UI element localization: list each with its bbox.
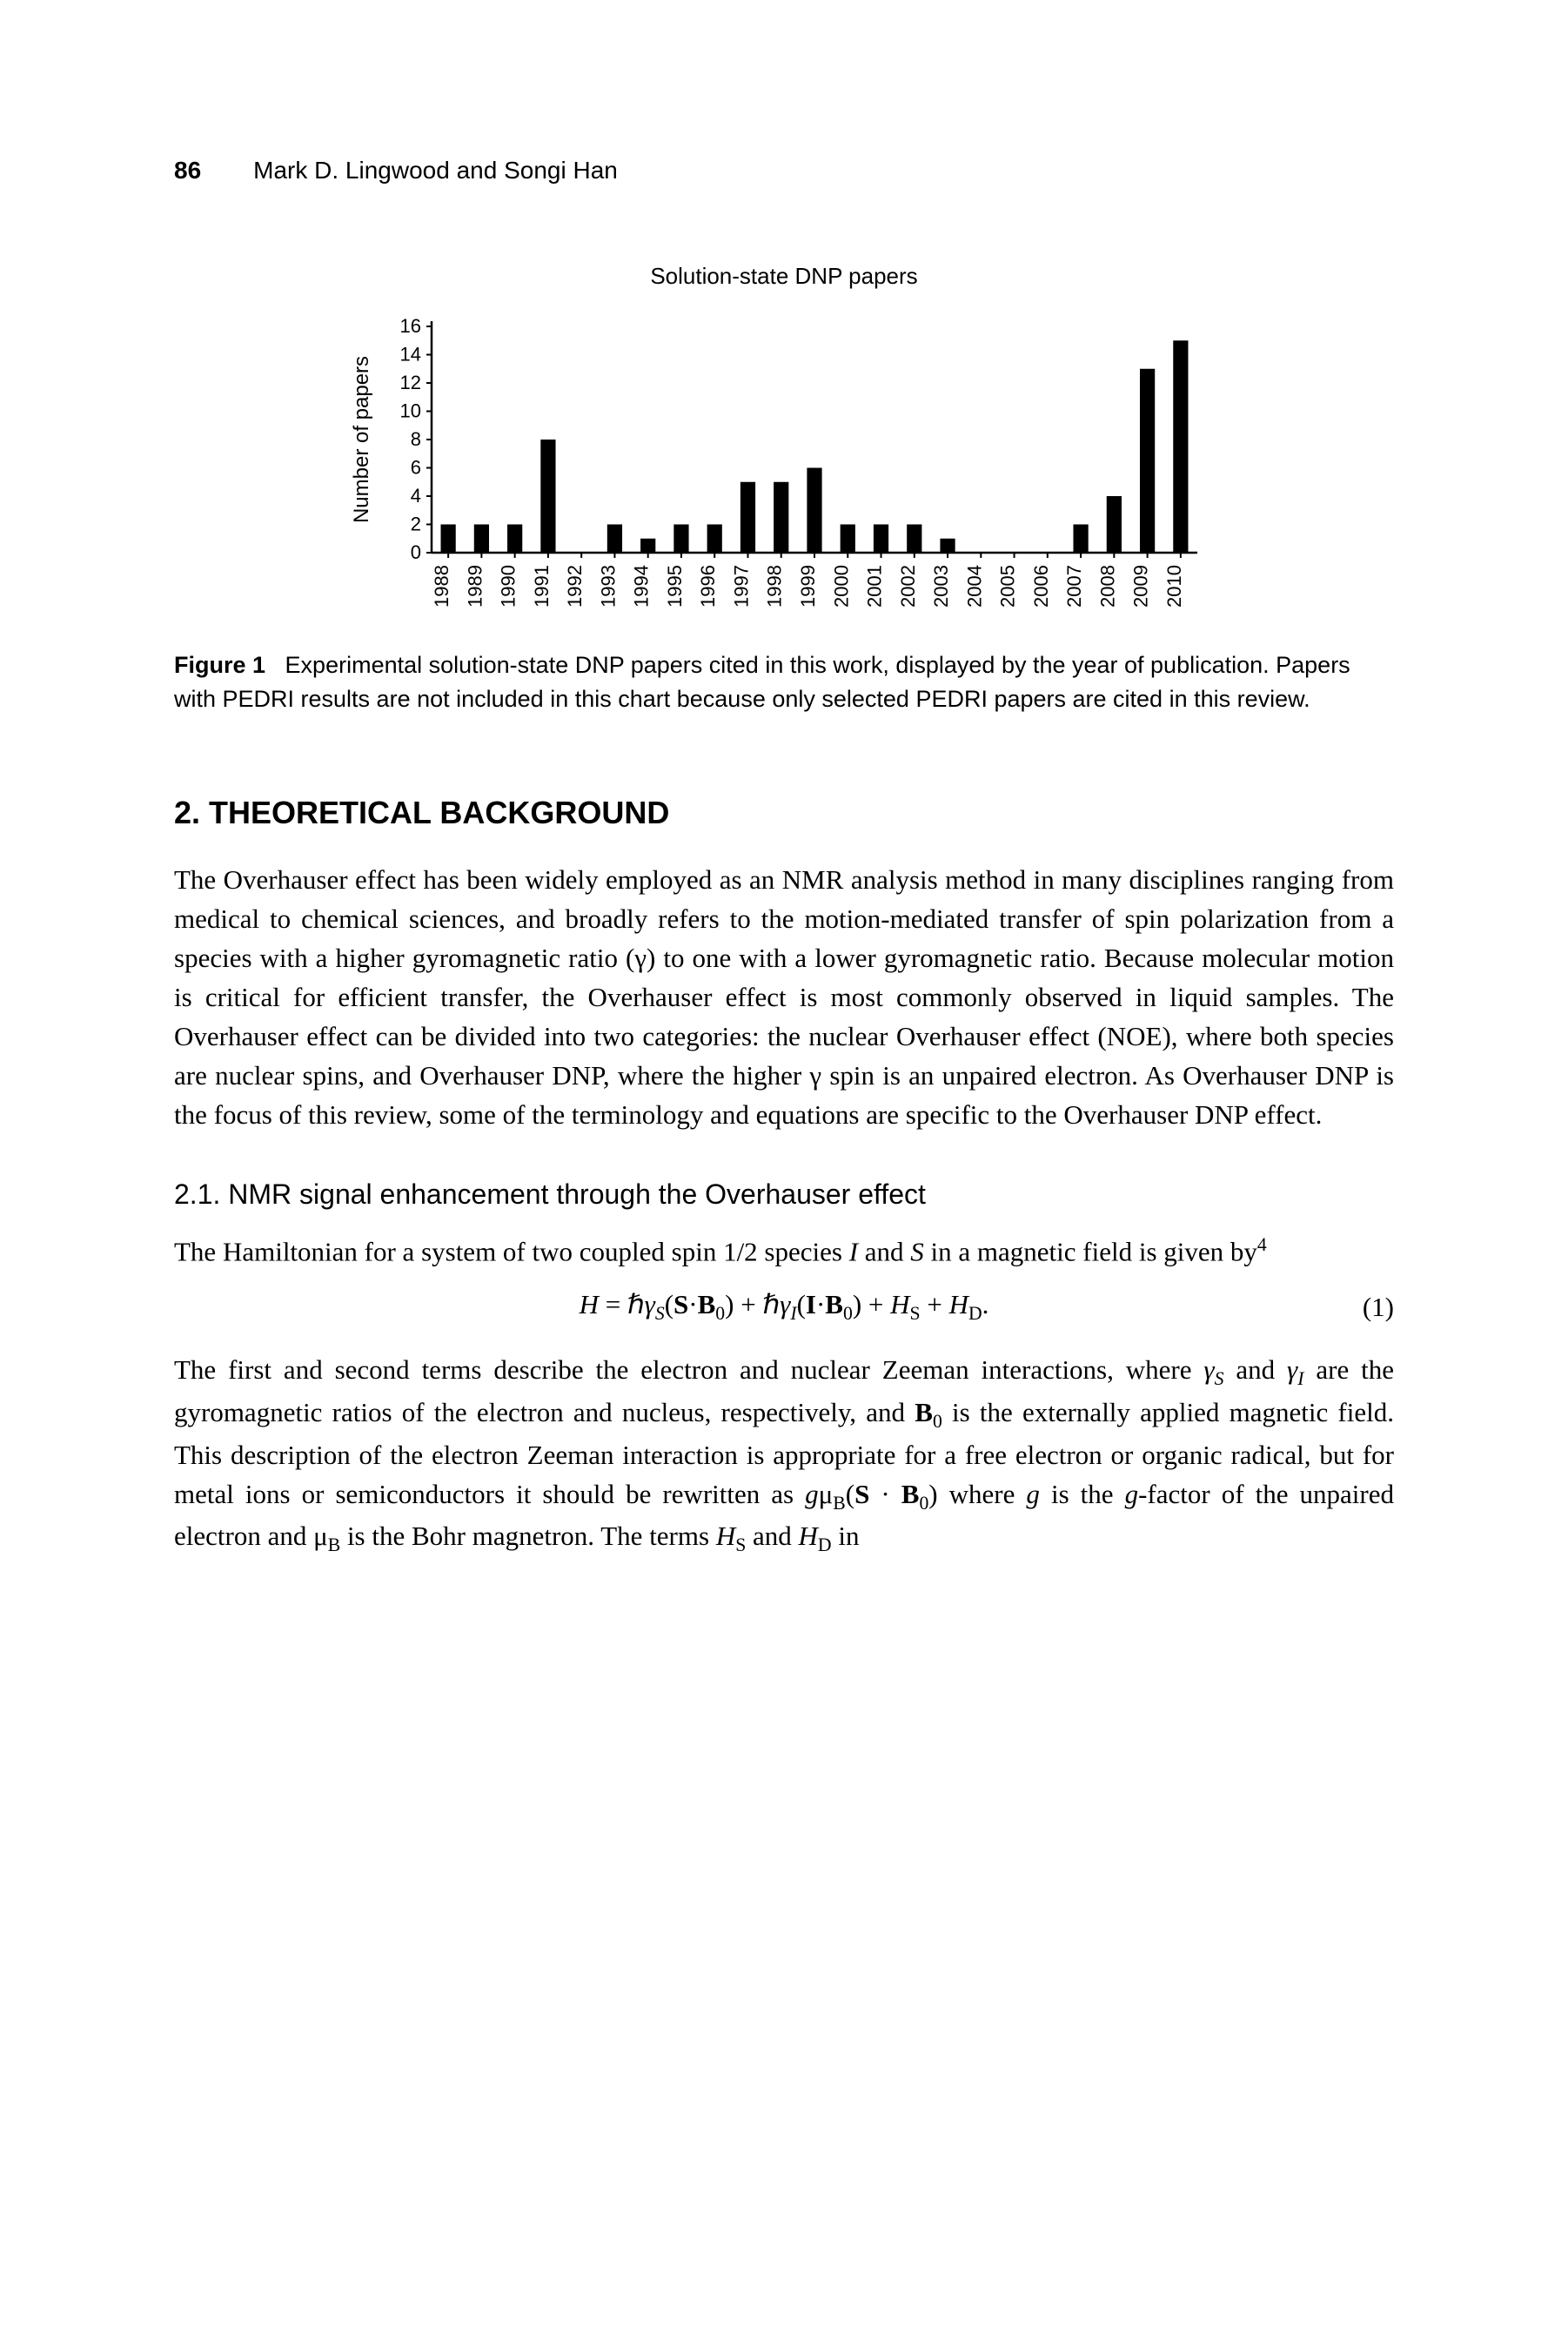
figure-caption: Figure 1 Experimental solution-state DNP… <box>174 648 1394 716</box>
section-heading: 2. THEORETICAL BACKGROUND <box>174 795 1394 831</box>
chart-container: Solution-state DNP papers 0 2 4 6 8 10 12 14 16 1… <box>305 263 1263 614</box>
svg-text:1994: 1994 <box>631 565 653 608</box>
svg-text:1999: 1999 <box>797 565 819 608</box>
svg-text:1998: 1998 <box>764 565 786 608</box>
svg-text:2003: 2003 <box>930 565 952 608</box>
svg-text:12: 12 <box>400 372 421 393</box>
equation-1: H = ℏγS(S·B0) + ℏγI(I·B0) + HS + HD. (1) <box>174 1289 1394 1325</box>
subsection-para2: The first and second terms describe the … <box>174 1351 1394 1560</box>
svg-text:1996: 1996 <box>697 565 719 608</box>
svg-text:2001: 2001 <box>864 565 886 608</box>
equation-1-body: H = ℏγS(S·B0) + ℏγI(I·B0) + HS + HD. <box>580 1289 989 1325</box>
chart-title: Solution-state DNP papers <box>305 263 1263 290</box>
intro-ref: 4 <box>1257 1234 1267 1255</box>
subsection-heading: 2.1. NMR signal enhancement through the … <box>174 1178 1394 1211</box>
svg-text:1993: 1993 <box>597 565 619 608</box>
svg-text:1992: 1992 <box>564 565 586 608</box>
svg-text:8: 8 <box>411 428 421 450</box>
svg-text:2004: 2004 <box>963 565 985 608</box>
svg-text:1997: 1997 <box>730 565 752 608</box>
svg-text:2002: 2002 <box>897 565 919 608</box>
intro-prefix: The Hamiltonian for a system of two coup… <box>174 1236 849 1266</box>
species-s: S <box>910 1236 924 1266</box>
svg-text:2: 2 <box>411 514 421 535</box>
svg-text:1991: 1991 <box>531 565 553 608</box>
svg-text:4: 4 <box>411 485 421 507</box>
svg-text:1988: 1988 <box>431 565 452 608</box>
intro-mid: and <box>858 1236 910 1266</box>
header-authors: Mark D. Lingwood and Songi Han <box>253 157 618 185</box>
svg-text:16: 16 <box>400 315 421 337</box>
figure-caption-text: Experimental solution-state DNP papers c… <box>174 652 1350 712</box>
svg-text:Number of papers: Number of papers <box>350 356 373 523</box>
svg-text:1989: 1989 <box>464 565 486 608</box>
svg-text:14: 14 <box>400 344 421 366</box>
svg-text:2010: 2010 <box>1163 565 1185 608</box>
svg-text:2006: 2006 <box>1030 565 1052 608</box>
equation-1-label: (1) <box>1363 1292 1394 1323</box>
species-i: I <box>849 1236 858 1266</box>
svg-text:2007: 2007 <box>1063 565 1085 608</box>
page-header: 86 Mark D. Lingwood and Songi Han <box>174 157 1394 185</box>
figure-label: Figure 1 <box>174 652 265 678</box>
svg-text:2009: 2009 <box>1130 565 1152 608</box>
svg-text:2000: 2000 <box>830 565 852 608</box>
bar-chart: 0 2 4 6 8 10 12 14 16 1988 1989 1990 1991 1992 1993 199… <box>349 300 1219 614</box>
svg-text:6: 6 <box>411 457 421 479</box>
svg-text:10: 10 <box>400 400 421 422</box>
intro-suffix: in a magnetic field is given by <box>924 1236 1257 1266</box>
section2-paragraph: The Overhauser effect has been widely em… <box>174 861 1394 1135</box>
svg-text:2005: 2005 <box>997 565 1019 608</box>
svg-text:2008: 2008 <box>1096 565 1118 608</box>
svg-text:1995: 1995 <box>664 565 686 608</box>
page-number: 86 <box>174 157 201 185</box>
svg-text:1990: 1990 <box>498 565 519 608</box>
subsection-intro: The Hamiltonian for a system of two coup… <box>174 1232 1394 1272</box>
svg-text:0: 0 <box>411 541 421 563</box>
